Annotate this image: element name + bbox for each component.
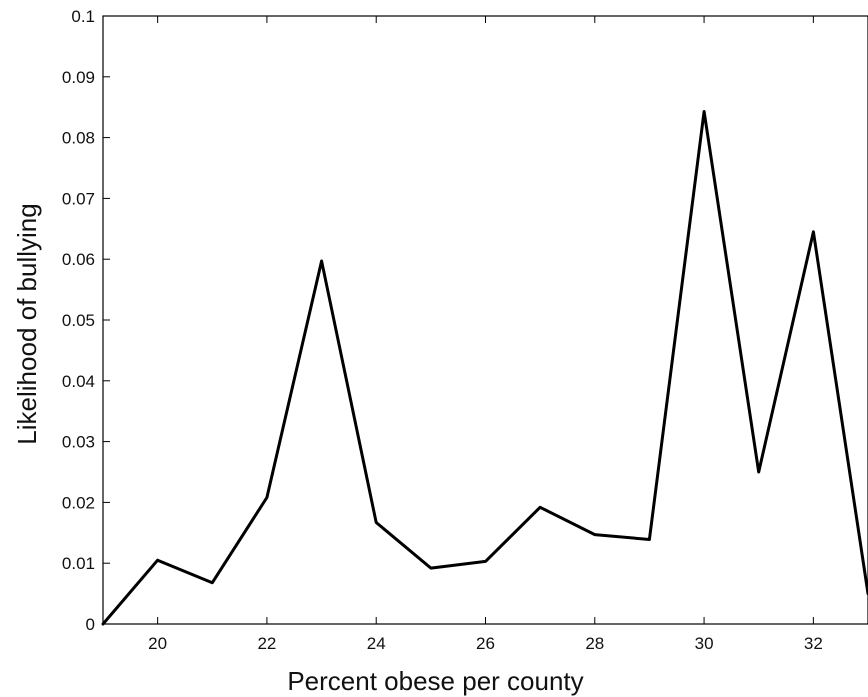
y-tick-label: 0.07 [62, 189, 95, 208]
x-axis-title: Percent obese per county [287, 666, 583, 696]
series-line [101, 110, 868, 626]
y-tick-label: 0.02 [62, 493, 95, 512]
x-tick-label: 26 [476, 634, 495, 653]
x-tick-label: 30 [695, 634, 714, 653]
x-tick-label: 32 [804, 634, 823, 653]
series-layer [101, 110, 868, 626]
y-axis-ticks: 0 0.01 0.02 0.03 0.04 0.05 0.06 0.07 0.08 0.09 0.1 [62, 7, 110, 634]
y-axis-title: Likelihood of bullying [12, 203, 42, 444]
y-tick-label: 0.04 [62, 372, 95, 391]
plot-frame [102, 15, 868, 625]
x-tick-label: 28 [585, 634, 604, 653]
x-tick-label: 20 [148, 634, 167, 653]
x-axis-ticks: 20 22 24 26 28 30 32 [148, 16, 823, 653]
x-tick-label: 24 [367, 634, 386, 653]
y-tick-label: 0.09 [62, 68, 95, 87]
y-tick-label: 0.05 [62, 311, 95, 330]
y-tick-label: 0.06 [62, 250, 95, 269]
y-tick-label: 0.03 [62, 433, 95, 452]
y-tick-label: 0 [86, 615, 95, 634]
y-tick-label: 0.08 [62, 129, 95, 148]
x-tick-label: 22 [257, 634, 276, 653]
y-tick-label: 0.01 [62, 554, 95, 573]
y-tick-label: 0.1 [71, 7, 95, 26]
